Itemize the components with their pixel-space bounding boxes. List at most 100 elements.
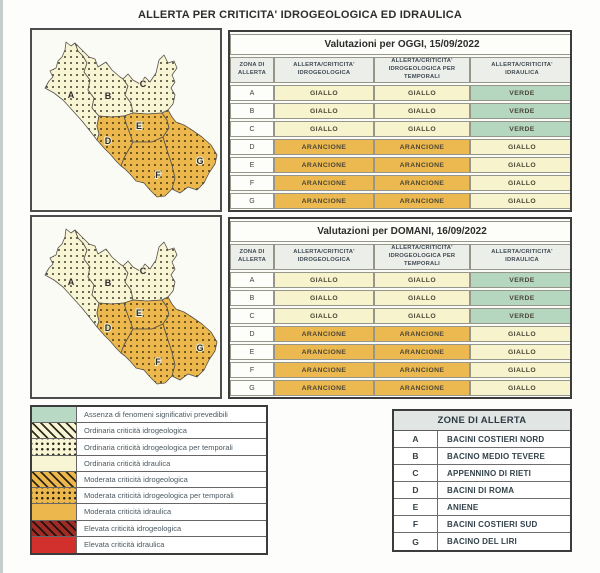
alert-level-cell: ARANCIONE — [374, 175, 470, 191]
legend-item: Ordinaria criticità idrogeologica — [32, 423, 266, 440]
alert-row: D ARANCIONE ARANCIONE GIALLO — [230, 326, 570, 342]
alert-level-cell: GIALLO — [374, 308, 470, 324]
alert-level-cell: ARANCIONE — [374, 326, 470, 342]
legend-label: Assenza di fenomeni significativi preved… — [84, 410, 228, 420]
legend-swatch — [32, 488, 77, 504]
col-header-zona: ZONA DI ALLERTA — [230, 57, 274, 83]
alert-row: C GIALLO GIALLO VERDE — [230, 121, 570, 137]
zone-name: BACINI COSTIERI SUD — [447, 519, 538, 529]
zone-cell: D — [230, 139, 274, 155]
alert-level-cell: ARANCIONE — [374, 380, 470, 396]
map-zone-label-f: F — [155, 357, 161, 367]
legend-swatch — [32, 423, 77, 439]
alert-level-cell: VERDE — [470, 121, 570, 137]
map-zone-label-e: E — [136, 121, 142, 131]
alert-row: B GIALLO GIALLO VERDE — [230, 103, 570, 119]
zones-row: E ANIENE — [394, 499, 570, 516]
legend-label: Ordinaria criticità idraulica — [84, 458, 171, 468]
zones-row: A BACINI COSTIERI NORD — [394, 431, 570, 448]
zone-code: C — [394, 465, 438, 481]
alert-level-cell: GIALLO — [274, 85, 374, 101]
alert-level-cell: ARANCIONE — [374, 344, 470, 360]
legend-swatch — [32, 504, 77, 520]
map-zone-label-e: E — [136, 308, 142, 318]
map-today: A B C D E F G — [30, 28, 222, 212]
legend-item: Moderata criticità idrogeologica — [32, 471, 266, 489]
alert-row: A GIALLO GIALLO VERDE — [230, 272, 570, 288]
alert-level-cell: GIALLO — [374, 103, 470, 119]
alert-level-cell: GIALLO — [470, 193, 570, 209]
map-zone-label-g: G — [196, 156, 203, 166]
zone-name: APPENNINO DI RIETI — [447, 468, 532, 478]
zone-code: B — [394, 448, 438, 464]
alert-level-cell: ARANCIONE — [274, 344, 374, 360]
alert-level-cell: GIALLO — [274, 290, 374, 306]
alert-level-cell: GIALLO — [274, 121, 374, 137]
col-header-idrogeologica: ALLERTA/CRITICITA' IDROGEOLOGICA — [274, 244, 374, 270]
map-zone-label-a: A — [68, 277, 75, 287]
zones-row: D BACINI DI ROMA — [394, 482, 570, 499]
legend-label: Elevata criticità idrogeologica — [84, 523, 182, 533]
zone-name: BACINI COSTIERI NORD — [447, 434, 545, 444]
zone-cell: F — [230, 362, 274, 378]
alert-level-cell: ARANCIONE — [274, 362, 374, 378]
zones-table-title: ZONE DI ALLERTA — [394, 411, 570, 431]
map-zone-label-a: A — [68, 90, 75, 100]
table-title-row: Valutazioni per DOMANI, 16/09/2022 — [230, 221, 570, 242]
alert-level-cell: ARANCIONE — [274, 175, 374, 191]
map-tomorrow: A B C D E F G — [30, 215, 222, 399]
zone-code: F — [394, 516, 438, 532]
alert-row: F ARANCIONE ARANCIONE GIALLO — [230, 362, 570, 378]
alert-level-cell: ARANCIONE — [374, 193, 470, 209]
table-title: Valutazioni per DOMANI, 16/09/2022 — [230, 221, 570, 242]
legend-swatch — [32, 455, 77, 471]
col-header-temporali: ALLERTA/CRITICITA' IDROGEOLOGICA PER TEM… — [374, 57, 470, 83]
alert-level-cell: GIALLO — [470, 380, 570, 396]
alert-level-cell: VERDE — [470, 272, 570, 288]
zone-cell: C — [230, 121, 274, 137]
map-zone-label-c: C — [140, 79, 147, 89]
zone-code: A — [394, 431, 438, 447]
legend-item: Moderata criticità idraulica — [32, 504, 266, 521]
legend-label: Ordinaria criticità idrogeologica — [84, 426, 187, 436]
alert-row: D ARANCIONE ARANCIONE GIALLO — [230, 139, 570, 155]
map-zone-label-f: F — [155, 170, 161, 180]
alert-row: C GIALLO GIALLO VERDE — [230, 308, 570, 324]
zone-code: D — [394, 482, 438, 498]
alert-table-tomorrow: Valutazioni per DOMANI, 16/09/2022 ZONA … — [228, 217, 572, 399]
zone-cell: B — [230, 290, 274, 306]
legend-swatch — [32, 439, 77, 455]
legend-item: Elevata criticità idrogeologica — [32, 520, 266, 537]
alert-row: E ARANCIONE ARANCIONE GIALLO — [230, 344, 570, 360]
table-header-row: ZONA DI ALLERTA ALLERTA/CRITICITA' IDROG… — [230, 57, 570, 83]
map-zone-label-b: B — [105, 278, 112, 288]
zone-name: BACINO MEDIO TEVERE — [447, 451, 546, 461]
legend-label: Ordinaria criticità idrogeologica per te… — [84, 442, 233, 452]
legend-label: Moderata criticità idraulica — [84, 507, 172, 517]
alert-level-cell: ARANCIONE — [274, 326, 374, 342]
alert-level-cell: VERDE — [470, 103, 570, 119]
legend-swatch — [32, 536, 77, 553]
alert-level-cell: GIALLO — [374, 121, 470, 137]
legend-swatch — [32, 407, 77, 423]
legend-item: Assenza di fenomeni significativi preved… — [32, 407, 266, 424]
alert-level-cell: GIALLO — [374, 272, 470, 288]
zone-cell: F — [230, 175, 274, 191]
alert-row: B GIALLO GIALLO VERDE — [230, 290, 570, 306]
alert-level-cell: ARANCIONE — [274, 157, 374, 173]
zone-code: G — [394, 533, 438, 550]
alert-level-cell: GIALLO — [470, 326, 570, 342]
legend: Assenza di fenomeni significativi preved… — [30, 405, 268, 555]
alert-row: G ARANCIONE ARANCIONE GIALLO — [230, 193, 570, 209]
alert-row: F ARANCIONE ARANCIONE GIALLO — [230, 175, 570, 191]
zone-cell: E — [230, 344, 274, 360]
legend-label: Moderata criticità idrogeologica per tem… — [84, 491, 234, 501]
legend-label: Moderata criticità idrogeologica — [84, 474, 188, 484]
zone-cell: A — [230, 272, 274, 288]
alert-row: E ARANCIONE ARANCIONE GIALLO — [230, 157, 570, 173]
alert-level-cell: GIALLO — [470, 157, 570, 173]
map-zone-label-d: D — [105, 323, 112, 333]
alert-level-cell: GIALLO — [470, 344, 570, 360]
alert-table-today: Valutazioni per OGGI, 15/09/2022 ZONA DI… — [228, 30, 572, 212]
